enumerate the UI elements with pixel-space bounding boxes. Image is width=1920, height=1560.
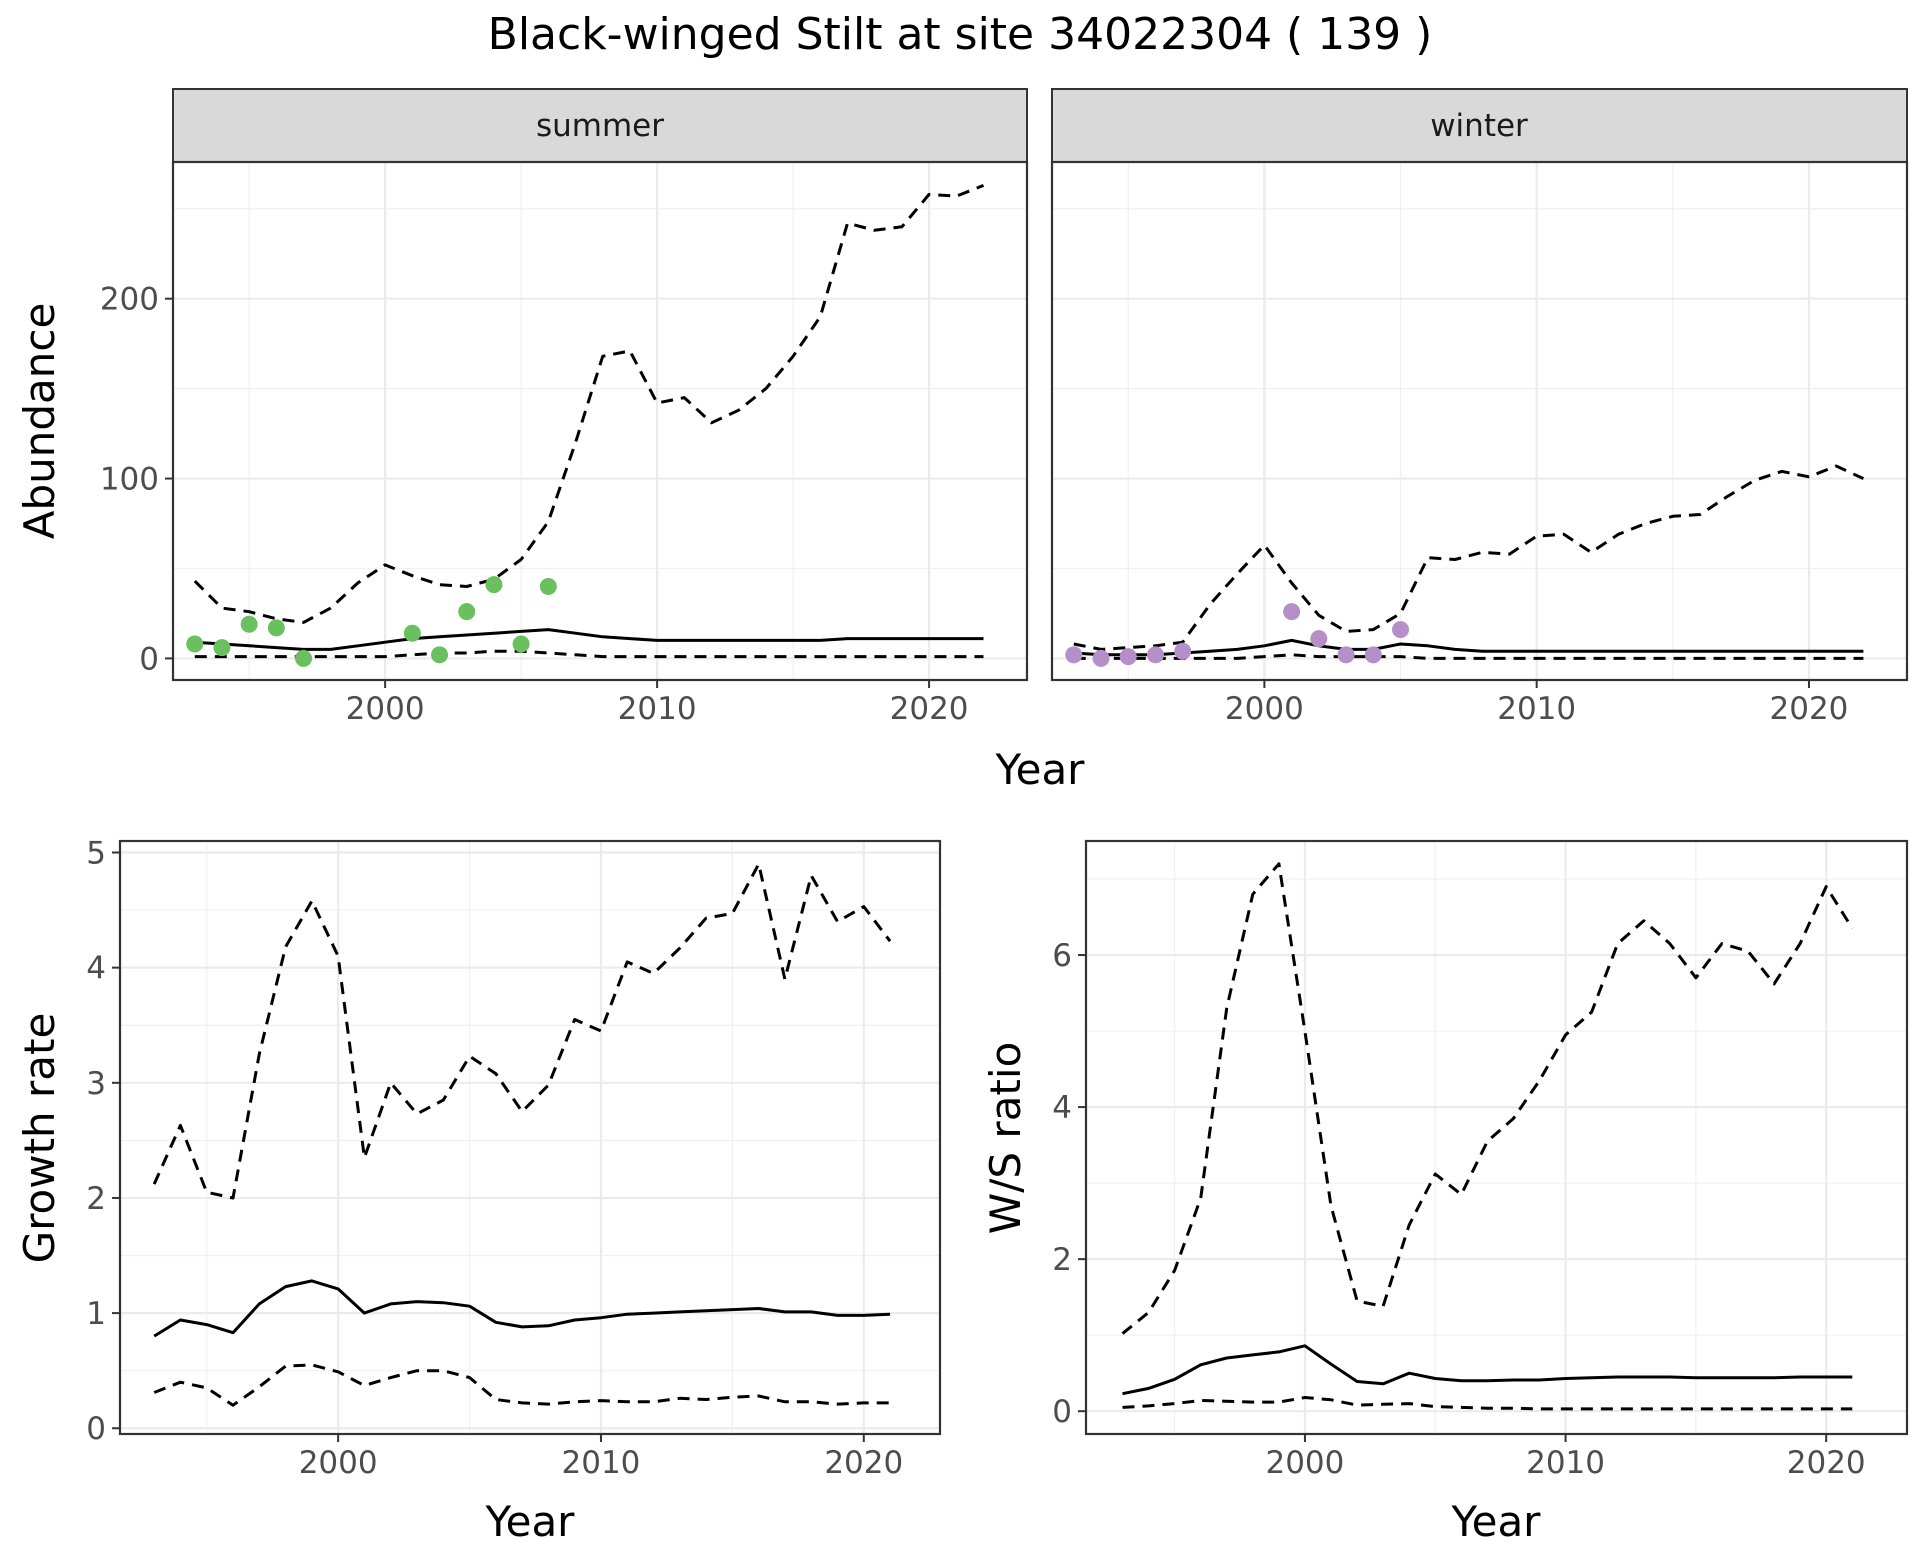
abundance-winter-observed-point bbox=[1065, 646, 1083, 664]
abundance-summer-observed-point bbox=[485, 576, 503, 594]
ws-ratio-x-axis-title: Year bbox=[1451, 1497, 1542, 1546]
abundance-winter-observed-point bbox=[1310, 630, 1328, 648]
ws-ratio-x-tick-label: 2020 bbox=[1787, 1445, 1866, 1481]
ws-ratio-x-tick-label: 2010 bbox=[1526, 1445, 1605, 1481]
abundance-winter-observed-point bbox=[1119, 648, 1137, 666]
growth-rate-line-lower bbox=[153, 1363, 891, 1407]
abundance-winter-x-tick-label: 2010 bbox=[1497, 691, 1576, 727]
abundance-summer-y-tick-label: 0 bbox=[139, 641, 159, 677]
abundance-summer-observed-point bbox=[213, 639, 231, 657]
ws-ratio-line-estimate bbox=[1122, 1344, 1853, 1396]
growth-rate-y-tick-label: 5 bbox=[86, 836, 106, 872]
abundance-winter-line-upper bbox=[1073, 464, 1865, 651]
abundance-winter-observed-point bbox=[1146, 646, 1164, 664]
abundance-summer-line-estimate bbox=[194, 628, 984, 651]
growth-rate-marks bbox=[152, 862, 892, 1407]
abundance-summer-observed-point bbox=[512, 635, 530, 653]
ws-ratio-grid bbox=[1086, 841, 1907, 1434]
abundance-summer-x-tick-label: 2020 bbox=[890, 691, 969, 727]
abundance-panel-winter: winter 2000 2010 2020 bbox=[1050, 88, 1909, 727]
abundance-summer-frame bbox=[171, 160, 1029, 682]
abundance-winter-observed-point bbox=[1337, 646, 1355, 664]
growth-rate-x-tick-label: 2020 bbox=[824, 1445, 903, 1481]
abundance-summer-observed-point bbox=[267, 619, 285, 637]
ws-ratio-y-axis-title: W/S ratio bbox=[981, 1042, 1030, 1235]
ws-ratio-y-tick-label: 4 bbox=[1052, 1090, 1072, 1126]
abundance-winter-line-estimate bbox=[1073, 638, 1864, 657]
abundance-summer-observed-point bbox=[458, 603, 476, 621]
abundance-summer-plot-area bbox=[173, 162, 1027, 680]
abundance-winter-x-tick-label: 2020 bbox=[1770, 691, 1849, 727]
ws-ratio-line-lower bbox=[1122, 1396, 1853, 1411]
abundance-summer-observed-point bbox=[295, 649, 313, 667]
growth-rate-line-upper bbox=[152, 862, 892, 1200]
ws-ratio-line-upper bbox=[1121, 862, 1854, 1335]
abundance-winter-observed-point bbox=[1174, 642, 1192, 660]
growth-rate-panel: 2000 2010 2020 0 1 2 3 4 5 bbox=[86, 836, 942, 1481]
facet-label-winter: winter bbox=[1430, 108, 1528, 144]
growth-rate-x-tick-label: 2000 bbox=[299, 1445, 378, 1481]
abundance-winter-observed-point bbox=[1283, 603, 1301, 621]
growth-rate-y-axis-title: Growth rate bbox=[15, 1013, 64, 1264]
abundance-winter-grid bbox=[1052, 162, 1907, 680]
abundance-panel-summer: summer 2000 2010 2020 0 100 200 bbox=[100, 88, 1029, 727]
ws-ratio-marks bbox=[1121, 862, 1854, 1411]
facet-strip-winter bbox=[1051, 88, 1908, 163]
growth-rate-ticks: 2000 2010 2020 0 1 2 3 4 5 bbox=[86, 836, 903, 1481]
abundance-summer-x-tick-label: 2000 bbox=[346, 691, 425, 727]
abundance-winter-marks bbox=[1065, 464, 1865, 667]
abundance-winter-observed-point bbox=[1092, 649, 1110, 667]
abundance-summer-observed-point bbox=[240, 615, 258, 633]
abundance-summer-grid bbox=[173, 162, 1027, 680]
ws-ratio-x-tick-label: 2000 bbox=[1265, 1445, 1344, 1481]
abundance-winter-plot-area bbox=[1052, 162, 1907, 680]
growth-rate-plot-area bbox=[120, 841, 940, 1434]
abundance-summer-x-tick-label: 2010 bbox=[618, 691, 697, 727]
abundance-summer-y-tick-label: 200 bbox=[100, 282, 159, 318]
abundance-winter-frame bbox=[1050, 160, 1909, 682]
facet-strip-summer bbox=[172, 88, 1028, 163]
facet-label-summer: summer bbox=[536, 108, 664, 144]
abundance-summer-marks bbox=[186, 184, 985, 667]
abundance-winter-ticks: 2000 2010 2020 bbox=[1225, 680, 1848, 727]
ws-ratio-y-tick-label: 0 bbox=[1052, 1394, 1072, 1430]
growth-rate-y-tick-label: 2 bbox=[86, 1181, 106, 1217]
growth-rate-y-tick-label: 0 bbox=[86, 1411, 106, 1447]
abundance-summer-observed-point bbox=[403, 624, 421, 642]
ws-ratio-y-tick-label: 2 bbox=[1052, 1242, 1072, 1278]
abundance-summer-y-tick-label: 100 bbox=[100, 462, 159, 498]
abundance-winter-x-tick-label: 2000 bbox=[1225, 691, 1304, 727]
abundance-winter-observed-point bbox=[1392, 621, 1410, 639]
growth-rate-y-tick-label: 1 bbox=[86, 1296, 106, 1332]
abundance-y-axis-title: Abundance bbox=[15, 303, 64, 540]
abundance-summer-observed-point bbox=[539, 577, 557, 595]
ws-ratio-frame bbox=[1084, 839, 1909, 1436]
growth-rate-line-estimate bbox=[153, 1279, 891, 1338]
abundance-summer-line-lower bbox=[194, 649, 984, 659]
growth-rate-y-tick-label: 4 bbox=[86, 951, 106, 987]
figure-title: Black-winged Stilt at site 34022304 ( 13… bbox=[488, 9, 1433, 60]
abundance-summer-line-upper bbox=[193, 184, 985, 624]
abundance-winter-line-lower bbox=[1073, 653, 1864, 660]
ws-ratio-ticks: 2000 2010 2020 0 2 4 6 bbox=[1052, 938, 1865, 1481]
growth-rate-x-axis-title: Year bbox=[485, 1497, 576, 1546]
growth-rate-frame bbox=[118, 839, 942, 1436]
growth-rate-x-tick-label: 2010 bbox=[562, 1445, 641, 1481]
ws-ratio-panel: 2000 2010 2020 0 2 4 6 bbox=[1052, 839, 1909, 1481]
abundance-winter-observed-point bbox=[1364, 646, 1382, 664]
growth-rate-grid bbox=[120, 841, 940, 1434]
abundance-summer-observed-point bbox=[186, 635, 204, 653]
abundance-summer-ticks: 2000 2010 2020 0 100 200 bbox=[100, 282, 969, 727]
abundance-x-axis-title: Year bbox=[995, 745, 1086, 794]
abundance-summer-observed-point bbox=[431, 646, 449, 664]
growth-rate-y-tick-label: 3 bbox=[86, 1066, 106, 1102]
ws-ratio-y-tick-label: 6 bbox=[1052, 938, 1072, 974]
